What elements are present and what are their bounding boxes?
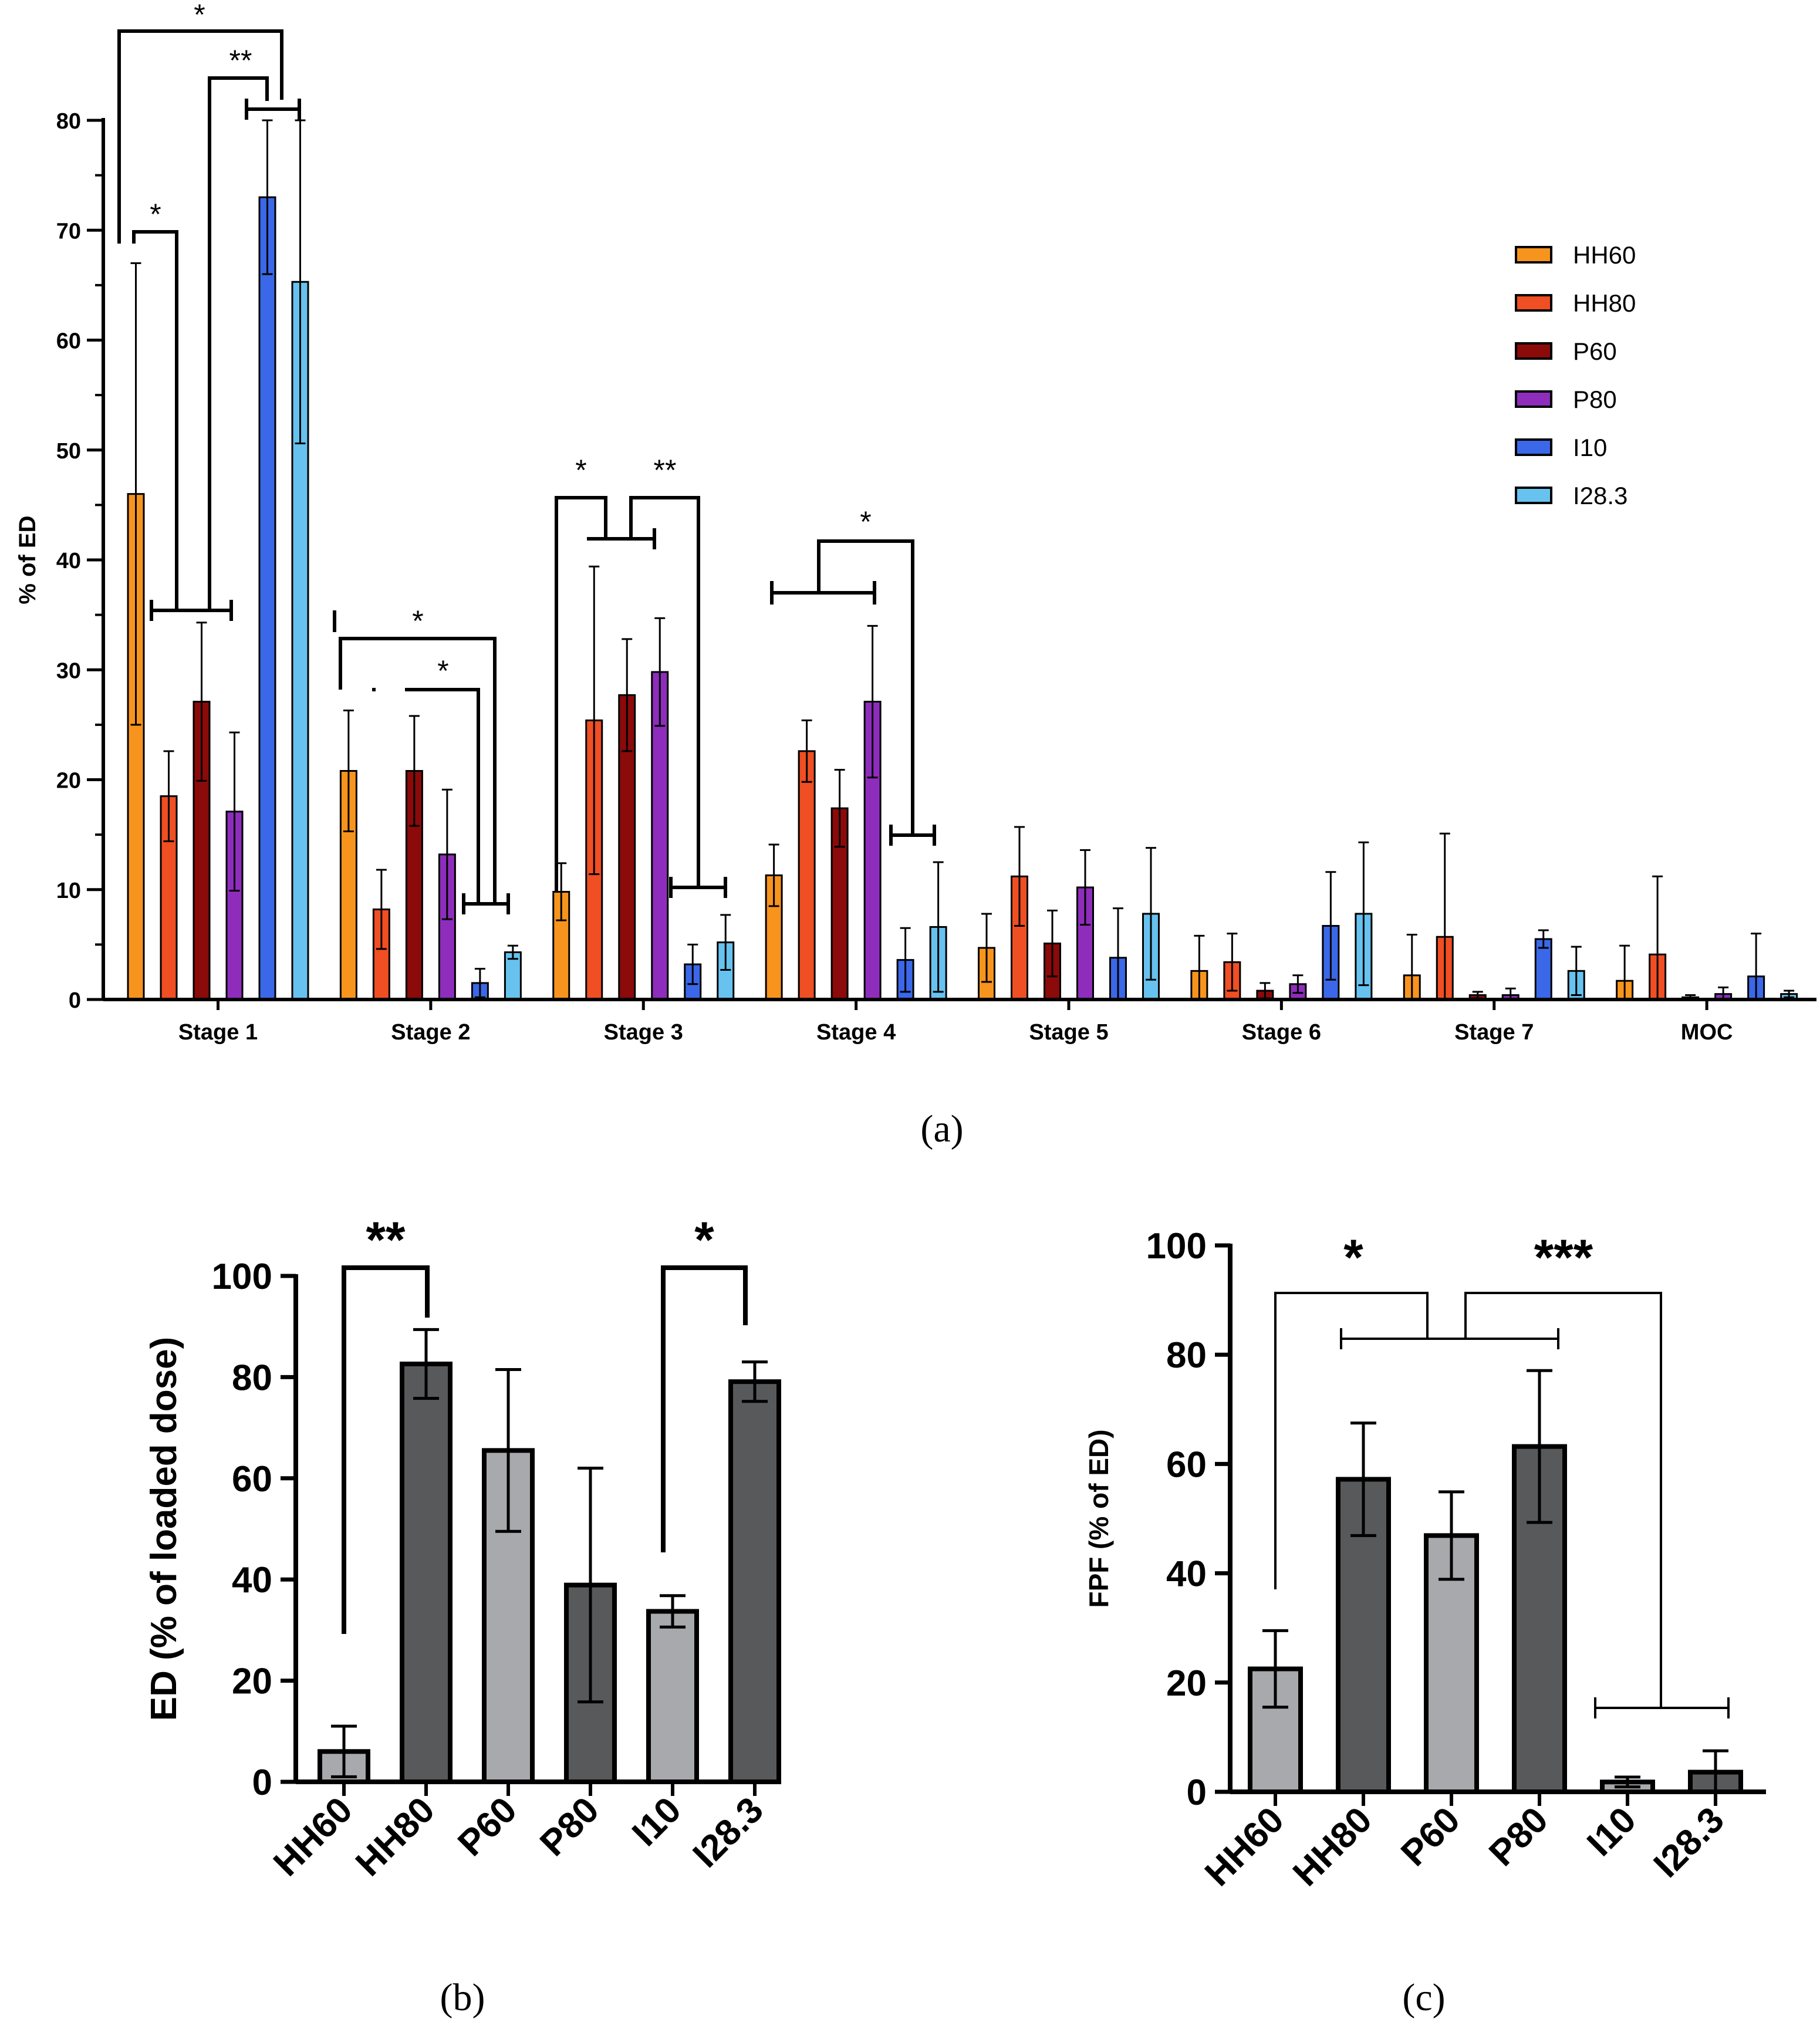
sig-label: ** [654,454,677,487]
y-tick-label: 60 [232,1459,272,1500]
x-tick-label: HH60 [1197,1799,1292,1894]
x-tick-label-a: Stage 6 [1242,1020,1321,1045]
bar [728,1379,781,1784]
legend-label: I28.3 [1573,482,1627,509]
x-tick-label-a: MOC [1681,1020,1733,1045]
sig-label: * [694,1212,714,1268]
y-tick-label-a: 60 [56,329,81,354]
sig-label: * [575,454,586,487]
y-tick-label-a: 10 [56,879,81,903]
y-tick-label: 40 [1166,1554,1207,1595]
panel-a: 0 10 20 30 40 50 60 70 80 % of ED Stage 1 Stage 2 St… [15,0,1816,1150]
x-tick-label-a: Stage 3 [604,1020,683,1045]
legend-swatch [1515,438,1552,456]
sig-bracket [208,76,269,610]
y-tick-label-a: 80 [56,109,81,134]
sig-bracket [132,230,178,610]
bar [400,1361,453,1785]
panel-b: 0 20 40 60 80 100 ED (% of loaded dose) HH60HH8… [144,1212,781,2019]
sig-label: * [194,0,205,31]
sig-label: * [860,505,871,538]
sig-bracket [117,29,283,244]
sig-bracket [405,688,480,904]
x-tick-label: HH60 [266,1789,360,1884]
x-tick-label: I10 [1579,1799,1644,1864]
sub-label-b: (b) [440,1976,485,2019]
sig-label: ** [229,44,252,77]
legend-label: HH80 [1573,289,1636,317]
x-tick-label: I10 [624,1789,689,1854]
legend-label: P60 [1573,337,1617,365]
sig-bracket [342,1265,430,1634]
y-tick-label: 100 [1146,1226,1207,1267]
y-tick-label-a: 50 [56,439,81,464]
y-axis-label: ED (% of loaded dose) [144,1337,184,1721]
y-tick-label: 80 [232,1358,272,1398]
sig-bracket [555,496,607,892]
sig-label: * [437,654,448,687]
y-tick-label: 100 [212,1257,272,1297]
sig-label: ** [366,1212,406,1268]
x-tick-label: P60 [1393,1799,1468,1874]
y-tick-label: 0 [252,1762,272,1803]
y-tick-label-a: 0 [69,988,81,1013]
y-tick-label: 60 [1166,1444,1207,1485]
x-tick-label: P80 [1481,1799,1556,1874]
legend-swatch [1515,294,1552,312]
y-axis-label-a: % of ED [15,515,40,604]
y-tick-label: 20 [232,1662,272,1702]
x-tick-label: P60 [450,1789,525,1864]
x-tick-label: I28.3 [1646,1799,1732,1885]
sig-bracket [1274,1292,1429,1589]
x-tick-label-a: Stage 2 [391,1020,470,1045]
legend-swatch [1515,342,1552,360]
sig-bracket [1464,1292,1662,1708]
x-tick-label: HH80 [1285,1799,1380,1894]
x-tick-label-a: Stage 5 [1029,1020,1108,1045]
sig-label: * [150,198,161,231]
legend-swatch [1515,487,1552,504]
bar [646,1609,699,1785]
bar [258,196,276,1001]
sub-label-c: (c) [1402,1976,1445,2019]
y-axis-label: FPF (% of ED) [1083,1429,1114,1608]
sig-label: * [1343,1230,1363,1286]
sub-label-a: (a) [920,1107,963,1150]
x-tick-label-a: Stage 7 [1454,1020,1534,1045]
sig-bracket [629,496,700,887]
bar [798,750,816,1001]
legend-label: I10 [1573,434,1607,461]
sig-label: *** [1534,1230,1593,1286]
legend-swatch [1515,390,1552,408]
x-tick-label-a: Stage 4 [816,1020,896,1045]
legend-label: HH60 [1573,241,1636,269]
sig-bracket [817,539,914,835]
sig-bracket [661,1265,748,1552]
y-tick-label: 40 [232,1560,272,1600]
sig-bracket [339,637,497,904]
y-tick-label-a: 40 [56,549,81,573]
sig-label: * [412,605,423,637]
y-tick-label-a: 30 [56,659,81,683]
x-tick-label: P80 [532,1789,607,1864]
x-tick-label-a: Stage 1 [178,1020,258,1045]
y-tick-label: 20 [1166,1663,1207,1704]
legend-swatch [1515,246,1552,264]
y-tick-label: 0 [1187,1772,1207,1813]
y-tick-label: 80 [1166,1335,1207,1376]
legend-label: P80 [1573,386,1617,413]
x-tick-label: HH80 [348,1789,443,1884]
y-tick-label-a: 70 [56,219,81,244]
x-tick-label: I28.3 [686,1789,771,1875]
y-tick-label-a: 20 [56,769,81,793]
